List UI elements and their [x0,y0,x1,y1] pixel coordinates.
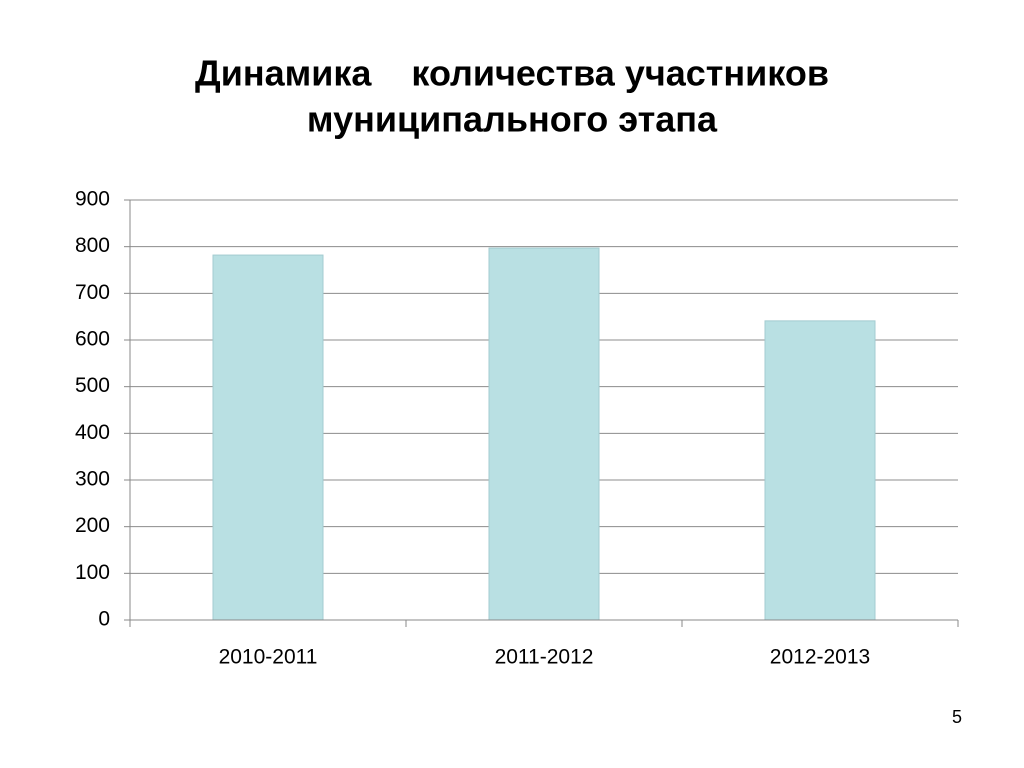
y-tick-label: 900 [75,188,110,211]
x-tick-label: 2011-2012 [495,646,594,669]
y-tick-label: 700 [75,281,110,304]
y-tick-label: 800 [75,234,110,257]
y-tick-label: 100 [75,561,110,584]
bar [488,247,600,621]
x-tick-label: 2012-2013 [770,646,870,669]
y-tick-label: 500 [75,374,110,397]
y-tick-label: 300 [75,468,110,491]
chart-title: Динамика количества участников [195,53,829,94]
y-tick-label: 0 [98,608,110,631]
bar [212,254,324,621]
chart-title: муниципального этапа [307,99,718,140]
bar [764,320,876,621]
y-tick-label: 400 [75,421,110,444]
slide-number: 5 [952,707,962,727]
y-tick-label: 600 [75,328,110,351]
y-tick-label: 200 [75,514,110,537]
x-tick-label: 2010-2011 [219,646,318,669]
